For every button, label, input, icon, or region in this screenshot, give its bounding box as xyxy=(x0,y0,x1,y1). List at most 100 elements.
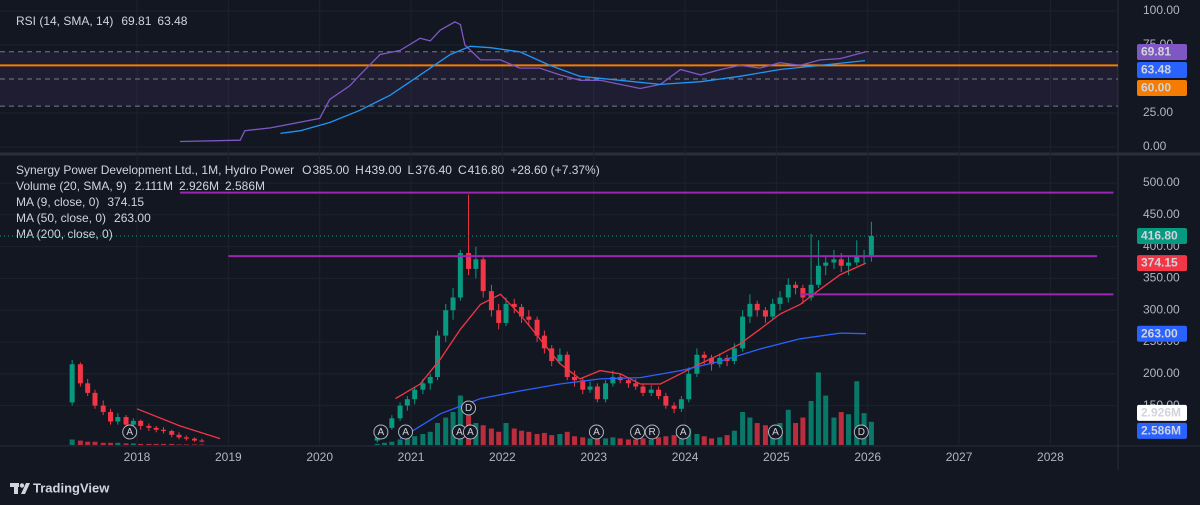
candle-body xyxy=(671,405,677,409)
candle-body xyxy=(123,417,129,425)
event-marker[interactable]: A xyxy=(588,424,604,440)
ohlc-label: C xyxy=(458,163,467,177)
legend-value: 263.00 xyxy=(114,211,151,225)
volume-bar xyxy=(153,443,159,445)
legend-value: 374.15 xyxy=(107,195,144,209)
legend-title: MA (200, close, 0) xyxy=(16,227,113,241)
y-tick-label: 500.00 xyxy=(1143,175,1180,189)
event-marker[interactable]: R xyxy=(644,424,660,440)
candle-body xyxy=(549,348,555,362)
x-tick-label: 2019 xyxy=(215,450,242,464)
event-marker[interactable]: A xyxy=(630,424,646,440)
candle-body xyxy=(656,389,662,397)
volume-bar xyxy=(541,432,547,445)
candle-body xyxy=(747,303,753,317)
event-marker[interactable]: A xyxy=(462,424,478,440)
candle-body xyxy=(160,429,166,432)
logo-stem xyxy=(14,483,18,494)
value-badge xyxy=(1137,422,1187,439)
y-tick-label: 200.00 xyxy=(1143,366,1180,380)
ohlc-label: H xyxy=(355,163,364,177)
y-tick-label: 100.00 xyxy=(1143,3,1180,17)
indicator-line xyxy=(399,332,866,440)
candle-body xyxy=(488,291,494,311)
y-tick-label: 25.00 xyxy=(1143,105,1173,119)
event-marker[interactable]: D xyxy=(461,400,477,416)
legend-value: 2.586M xyxy=(225,179,265,193)
ohlc-value: 439.00 xyxy=(365,163,402,177)
volume-bar xyxy=(549,435,555,445)
logo-dot xyxy=(19,483,25,488)
volume-bar xyxy=(656,437,662,445)
event-marker[interactable]: A xyxy=(675,424,691,440)
value-badge-label: 374.15 xyxy=(1141,256,1178,270)
candle-body xyxy=(138,420,144,426)
candle-body xyxy=(846,262,852,266)
candle-body xyxy=(541,335,547,349)
volume-bar xyxy=(138,443,144,445)
volume-bar xyxy=(808,401,814,445)
tradingview-logo[interactable]: TradingView xyxy=(10,480,110,495)
candle-body xyxy=(534,319,540,336)
candle-body xyxy=(374,437,380,441)
volume-bar xyxy=(557,434,563,445)
candle-body xyxy=(754,303,760,311)
volume-bar xyxy=(671,435,677,445)
indicator-line xyxy=(136,262,867,440)
candle-body xyxy=(176,434,182,438)
y-tick-label: 450.00 xyxy=(1143,207,1180,221)
volume-bar xyxy=(183,444,189,445)
volume-bar xyxy=(100,442,106,445)
volume-bar xyxy=(480,425,486,445)
volume-bar xyxy=(435,423,441,445)
candle-body xyxy=(503,303,509,323)
value-badge-label: 263.00 xyxy=(1141,326,1178,340)
event-circle xyxy=(398,424,414,440)
value-badge xyxy=(1137,325,1187,342)
volume-bar xyxy=(169,443,175,445)
event-marker[interactable]: D xyxy=(853,424,869,440)
candle-body xyxy=(594,386,600,400)
candle-body xyxy=(572,376,578,381)
value-badge-label: 2.926M xyxy=(1141,406,1181,420)
volume-bar xyxy=(496,431,502,445)
volume-bar xyxy=(92,441,98,445)
legend-title: MA (50, close, 0) xyxy=(16,211,106,225)
value-badge xyxy=(1137,255,1187,272)
y-tick-label: 300.00 xyxy=(1143,302,1180,316)
event-marker[interactable]: A xyxy=(767,424,783,440)
candle-body xyxy=(663,396,669,406)
volume-bar xyxy=(77,440,83,445)
event-marker[interactable]: A xyxy=(373,424,389,440)
candle-body xyxy=(108,411,114,422)
ohlc-value: 385.00 xyxy=(312,163,349,177)
event-circle xyxy=(588,424,604,440)
event-label: A xyxy=(467,427,474,438)
volume-bar xyxy=(868,421,874,445)
volume-bar xyxy=(108,442,114,445)
event-marker[interactable]: A xyxy=(398,424,414,440)
candle-body xyxy=(435,335,441,377)
volume-bar xyxy=(717,437,723,445)
volume-bar xyxy=(800,417,806,445)
candle-body xyxy=(580,380,586,390)
candle-body xyxy=(603,383,609,400)
candle-body xyxy=(633,383,639,387)
volume-bar xyxy=(610,437,616,445)
volume-bar xyxy=(648,439,654,445)
volume-bar xyxy=(389,441,395,445)
volume-bar xyxy=(146,443,152,445)
volume-bar xyxy=(603,438,609,445)
volume-bar xyxy=(678,436,684,445)
volume-bar xyxy=(192,444,198,445)
event-circle xyxy=(675,424,691,440)
legend-value: 69.81 xyxy=(121,14,151,28)
candle-body xyxy=(701,354,707,358)
candle-body xyxy=(854,256,860,263)
volume-bar xyxy=(176,444,182,445)
candle-body xyxy=(557,354,563,362)
event-marker[interactable]: A xyxy=(122,424,138,440)
x-tick-label: 2018 xyxy=(124,450,151,464)
event-circle xyxy=(461,400,477,416)
